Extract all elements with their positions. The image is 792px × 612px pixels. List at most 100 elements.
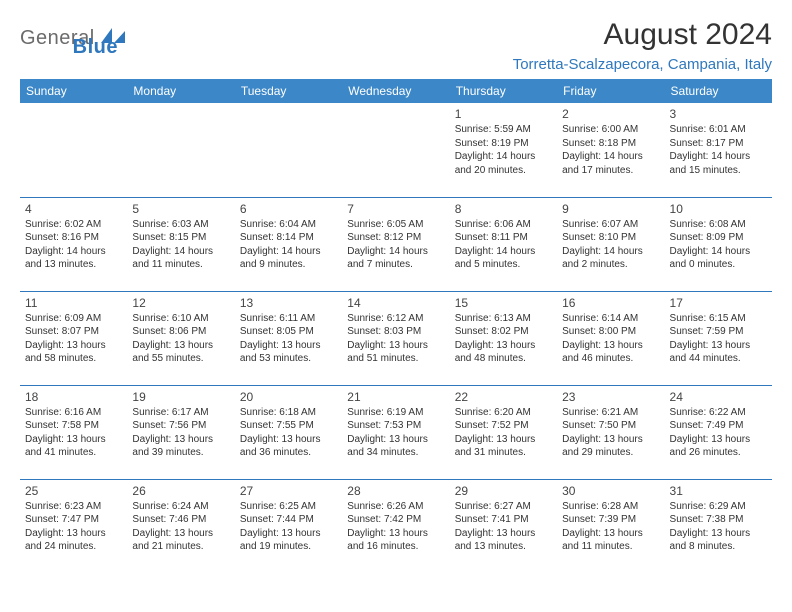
sunrise-line: Sunrise: 6:22 AM (670, 406, 767, 420)
title-block: August 2024 Torretta-Scalzapecora, Campa… (513, 18, 772, 73)
daylight-line: Daylight: 13 hours and 39 minutes. (132, 433, 229, 460)
sunset-line: Sunset: 7:56 PM (132, 419, 229, 433)
sunrise-line: Sunrise: 6:28 AM (562, 500, 659, 514)
calendar-day-cell: 26 Sunrise: 6:24 AMSunset: 7:46 PMDayligh… (127, 479, 234, 573)
sunrise-line: Sunrise: 6:04 AM (240, 218, 337, 232)
day-number: 19 (132, 390, 229, 404)
sunrise-line: Sunrise: 6:26 AM (347, 500, 444, 514)
sunrise-line: Sunrise: 5:59 AM (455, 123, 552, 137)
sunset-line: Sunset: 7:50 PM (562, 419, 659, 433)
weekday-header: Monday (127, 79, 234, 103)
sunrise-line: Sunrise: 6:10 AM (132, 312, 229, 326)
month-title: August 2024 (513, 18, 772, 52)
calendar-day-cell: 30Sunrise: 6:28 AMSunset: 7:39 PMDayligh… (557, 479, 664, 573)
sunset-line: Sunset: 7:44 PM (240, 513, 337, 527)
daylight-line: Daylight: 13 hours and 46 minutes. (562, 339, 659, 366)
calendar-day-cell (127, 103, 234, 197)
sunrise-line: Sunrise: 6:07 AM (562, 218, 659, 232)
sunset-line: Sunset: 7:55 PM (240, 419, 337, 433)
sunrise-line: Sunrise: 6:03 AM (132, 218, 229, 232)
sunset-line: Sunset: 7:42 PM (347, 513, 444, 527)
day-number: 24 (670, 390, 767, 404)
calendar-week-row: 1Sunrise: 5:59 AMSunset: 8:19 PMDaylight… (20, 103, 772, 197)
day-number: 26 (132, 484, 229, 498)
sunrise-line: Sunrise: 6:02 AM (25, 218, 122, 232)
calendar-day-cell: 25Sunrise: 6:23 AMSunset: 7:47 PMDayligh… (20, 479, 127, 573)
calendar-day-cell: 11Sunrise: 6:09 AMSunset: 8:07 PMDayligh… (20, 291, 127, 385)
weekday-header: Tuesday (235, 79, 342, 103)
day-number: 15 (455, 296, 552, 310)
calendar-day-cell: 21Sunrise: 6:19 AMSunset: 7:53 PMDayligh… (342, 385, 449, 479)
weekday-header: Sunday (20, 79, 127, 103)
day-number: 9 (562, 202, 659, 216)
daylight-line: Daylight: 13 hours and 19 minutes. (240, 527, 337, 554)
sunset-line: Sunset: 8:00 PM (562, 325, 659, 339)
sunset-line: Sunset: 8:05 PM (240, 325, 337, 339)
sunrise-line: Sunrise: 6:27 AM (455, 500, 552, 514)
daylight-line: Daylight: 13 hours and 53 minutes. (240, 339, 337, 366)
day-number: 22 (455, 390, 552, 404)
day-number: 16 (562, 296, 659, 310)
sunrise-line: Sunrise: 6:18 AM (240, 406, 337, 420)
sunset-line: Sunset: 7:53 PM (347, 419, 444, 433)
day-number: 31 (670, 484, 767, 498)
sunrise-line: Sunrise: 6:06 AM (455, 218, 552, 232)
sunset-line: Sunset: 7:59 PM (670, 325, 767, 339)
day-number: 20 (240, 390, 337, 404)
daylight-line: Daylight: 13 hours and 41 minutes. (25, 433, 122, 460)
daylight-line: Daylight: 14 hours and 7 minutes. (347, 245, 444, 272)
sunset-line: Sunset: 7:46 PM (132, 513, 229, 527)
day-number: 29 (455, 484, 552, 498)
calendar-day-cell: 8Sunrise: 6:06 AMSunset: 8:11 PMDaylight… (450, 197, 557, 291)
day-number: 18 (25, 390, 122, 404)
daylight-line: Daylight: 13 hours and 21 minutes. (132, 527, 229, 554)
daylight-line: Daylight: 14 hours and 5 minutes. (455, 245, 552, 272)
sunrise-line: Sunrise: 6:16 AM (25, 406, 122, 420)
sunset-line: Sunset: 8:17 PM (670, 137, 767, 151)
calendar-day-cell: 1Sunrise: 5:59 AMSunset: 8:19 PMDaylight… (450, 103, 557, 197)
daylight-line: Daylight: 13 hours and 29 minutes. (562, 433, 659, 460)
sunset-line: Sunset: 8:16 PM (25, 231, 122, 245)
daylight-line: Daylight: 14 hours and 20 minutes. (455, 150, 552, 177)
sunset-line: Sunset: 8:07 PM (25, 325, 122, 339)
calendar-day-cell (235, 103, 342, 197)
calendar-day-cell: 28Sunrise: 6:26 AMSunset: 7:42 PMDayligh… (342, 479, 449, 573)
weekday-header: Wednesday (342, 79, 449, 103)
calendar-day-cell: 15Sunrise: 6:13 AMSunset: 8:02 PMDayligh… (450, 291, 557, 385)
logo-text-blue: Blue (73, 36, 118, 59)
day-number: 23 (562, 390, 659, 404)
sunrise-line: Sunrise: 6:05 AM (347, 218, 444, 232)
daylight-line: Daylight: 13 hours and 36 minutes. (240, 433, 337, 460)
calendar-day-cell: 13Sunrise: 6:11 AMSunset: 8:05 PMDayligh… (235, 291, 342, 385)
sunrise-line: Sunrise: 6:13 AM (455, 312, 552, 326)
calendar-day-cell: 24Sunrise: 6:22 AMSunset: 7:49 PMDayligh… (665, 385, 772, 479)
day-number: 3 (670, 107, 767, 121)
calendar-table: Sunday Monday Tuesday Wednesday Thursday… (20, 79, 772, 573)
sunset-line: Sunset: 7:52 PM (455, 419, 552, 433)
daylight-line: Daylight: 13 hours and 48 minutes. (455, 339, 552, 366)
day-number: 6 (240, 202, 337, 216)
daylight-line: Daylight: 13 hours and 16 minutes. (347, 527, 444, 554)
sunrise-line: Sunrise: 6:01 AM (670, 123, 767, 137)
sunrise-line: Sunrise: 6:00 AM (562, 123, 659, 137)
sunrise-line: Sunrise: 6:24 AM (132, 500, 229, 514)
calendar-day-cell: 19Sunrise: 6:17 AMSunset: 7:56 PMDayligh… (127, 385, 234, 479)
sunset-line: Sunset: 8:12 PM (347, 231, 444, 245)
calendar-day-cell: 12Sunrise: 6:10 AMSunset: 8:06 PMDayligh… (127, 291, 234, 385)
daylight-line: Daylight: 13 hours and 34 minutes. (347, 433, 444, 460)
location: Torretta-Scalzapecora, Campania, Italy (513, 56, 772, 73)
header: General Blue August 2024 Torretta-Scalza… (20, 18, 772, 73)
sunrise-line: Sunrise: 6:12 AM (347, 312, 444, 326)
sunset-line: Sunset: 8:03 PM (347, 325, 444, 339)
sunrise-line: Sunrise: 6:20 AM (455, 406, 552, 420)
sunrise-line: Sunrise: 6:08 AM (670, 218, 767, 232)
calendar-day-cell: 2Sunrise: 6:00 AMSunset: 8:18 PMDaylight… (557, 103, 664, 197)
weekday-header: Thursday (450, 79, 557, 103)
sunset-line: Sunset: 8:06 PM (132, 325, 229, 339)
day-number: 21 (347, 390, 444, 404)
sunset-line: Sunset: 8:15 PM (132, 231, 229, 245)
sunset-line: Sunset: 8:10 PM (562, 231, 659, 245)
calendar-week-row: 4Sunrise: 6:02 AMSunset: 8:16 PMDaylight… (20, 197, 772, 291)
calendar-day-cell: 4Sunrise: 6:02 AMSunset: 8:16 PMDaylight… (20, 197, 127, 291)
sunrise-line: Sunrise: 6:11 AM (240, 312, 337, 326)
